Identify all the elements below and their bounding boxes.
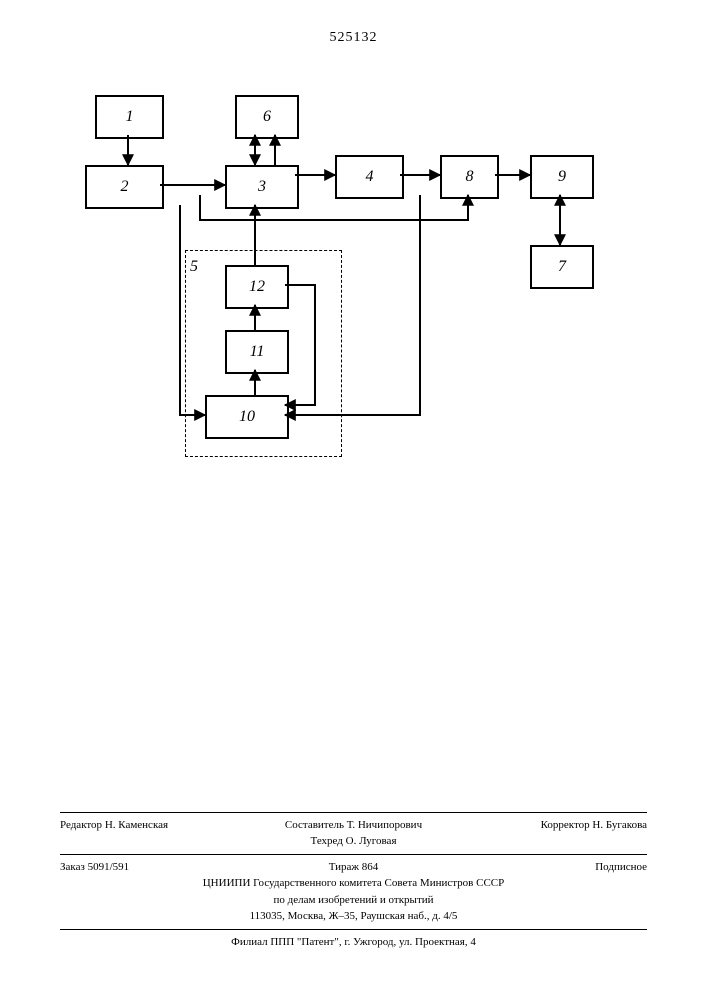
block-11: 11: [225, 330, 289, 374]
block-1: 1: [95, 95, 164, 139]
org-line2: по делам изобретений и открытий: [60, 892, 647, 909]
block-4: 4: [335, 155, 404, 199]
block-8: 8: [440, 155, 499, 199]
page: 525132 512346897121110 Редактор Н. Камен…: [0, 0, 707, 1000]
branch: Филиал ППП "Патент", г. Ужгород, ул. Про…: [60, 934, 647, 951]
block-3: 3: [225, 165, 299, 209]
block-7: 7: [530, 245, 594, 289]
footer: Редактор Н. Каменская Составитель Т. Нич…: [60, 808, 647, 951]
address: 113035, Москва, Ж–35, Раушская наб., д. …: [60, 908, 647, 925]
block-6: 6: [235, 95, 299, 139]
document-number: 525132: [0, 30, 707, 46]
block-10: 10: [205, 395, 289, 439]
editor: Редактор Н. Каменская: [60, 817, 256, 850]
org-line1: ЦНИИПИ Государственного комитета Совета …: [60, 875, 647, 892]
block-12: 12: [225, 265, 289, 309]
group-label-5: 5: [190, 258, 198, 276]
block-2: 2: [85, 165, 164, 209]
order: Заказ 5091/591: [60, 859, 256, 876]
subscription: Подписное: [451, 859, 647, 876]
tirazh: Тираж 864: [256, 859, 452, 876]
composer-techred: Составитель Т. Ничипорович Техред О. Луг…: [256, 817, 452, 850]
block-9: 9: [530, 155, 594, 199]
corrector: Корректор Н. Бугакова: [451, 817, 647, 850]
